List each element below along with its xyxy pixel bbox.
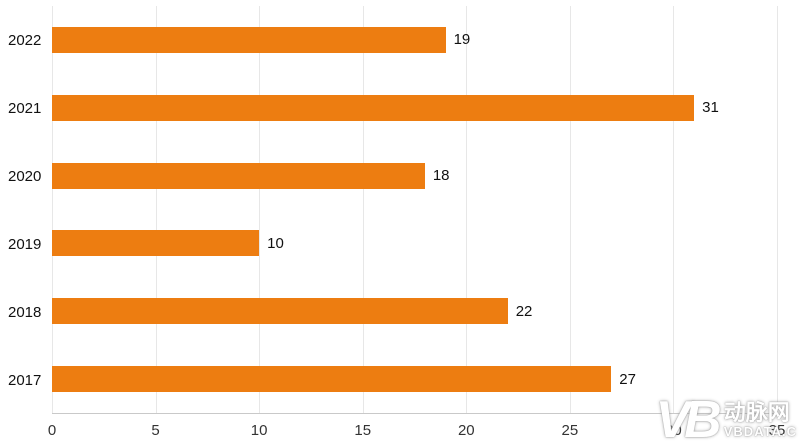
value-label-2017: 27 (619, 370, 636, 388)
bar-row-2019: 10 (52, 209, 777, 277)
y-label-2020: 2020 (8, 167, 42, 185)
bar-2017 (52, 366, 612, 393)
y-label-2018: 2018 (8, 303, 42, 321)
x-tick-0: 0 (47, 422, 57, 439)
y-label-2021: 2021 (8, 99, 42, 117)
bar-rows: 19 31 18 10 22 27 (52, 6, 777, 413)
gridline-x-20 (466, 6, 468, 413)
gridline-x-0 (52, 6, 53, 413)
gridline-x-25 (569, 6, 571, 413)
bar-2020 (52, 162, 425, 189)
x-tick-5: 5 (151, 422, 160, 439)
bar-2021 (52, 94, 695, 121)
y-label-2017: 2017 (8, 371, 42, 389)
bar-row-2022: 19 (52, 6, 777, 74)
gridline-x-15 (362, 6, 364, 413)
gridline-x-10 (259, 6, 261, 413)
y-label-2019: 2019 (8, 235, 42, 253)
bar-row-2018: 22 (52, 277, 777, 345)
value-label-2020: 18 (432, 167, 450, 185)
value-label-2019: 10 (267, 234, 284, 252)
y-label-2022: 2022 (8, 31, 42, 49)
value-label-2018: 22 (515, 302, 533, 320)
x-tick-10: 10 (250, 422, 268, 439)
bar-2022 (52, 26, 446, 53)
bar-2018 (52, 298, 508, 325)
value-label-2022: 19 (453, 31, 471, 49)
gridline-x-5 (155, 6, 157, 413)
gridline-x-30 (673, 6, 675, 413)
x-tick-15: 15 (354, 422, 372, 439)
x-tick-20: 20 (457, 422, 475, 439)
x-axis-tick-labels: 0 5 10 15 20 25 30 35 (48, 422, 786, 442)
x-tick-35: 35 (768, 422, 786, 439)
plot-area: 19 31 18 10 22 27 (52, 6, 778, 414)
y-axis-labels: 2022 2021 2020 2019 2018 2017 (0, 6, 48, 414)
bar-row-2017: 27 (52, 345, 777, 413)
x-tick-30: 30 (665, 422, 682, 439)
bar-row-2021: 31 (52, 74, 777, 142)
value-label-2021: 31 (702, 99, 719, 117)
bar-2019 (52, 230, 260, 257)
gridline-x-35 (777, 6, 778, 413)
x-tick-25: 25 (561, 422, 579, 439)
bar-row-2020: 18 (52, 142, 777, 210)
